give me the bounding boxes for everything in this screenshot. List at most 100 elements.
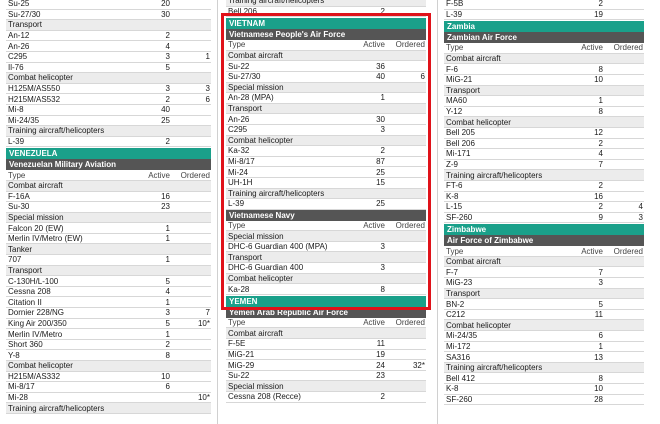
aircraft-type: H215M/AS532 bbox=[8, 94, 61, 104]
aircraft-type: Bell 206 bbox=[446, 138, 475, 148]
aircraft-type: Merlin IV/Metro bbox=[8, 329, 63, 339]
table-row: Su-22 23 bbox=[226, 371, 426, 382]
table-row: SF-260 28 bbox=[444, 395, 644, 406]
table-row: Bell 206 2 bbox=[226, 7, 426, 18]
category-row: Combat aircraft bbox=[226, 50, 426, 62]
active-count: 10 bbox=[594, 75, 603, 85]
aircraft-type: Mi-24 bbox=[228, 167, 249, 177]
table-row: Dornier 228/NG 3 7 bbox=[6, 308, 211, 319]
aircraft-type: Cessna 208 bbox=[8, 287, 51, 297]
header-active: Active bbox=[581, 246, 603, 256]
active-count: 1 bbox=[165, 234, 170, 244]
country-header: Zambia bbox=[444, 21, 644, 33]
active-count: 2 bbox=[598, 202, 603, 212]
header-ordered: Ordered bbox=[395, 318, 425, 328]
table-row: L-15 2 4 bbox=[444, 202, 644, 213]
table-row: Su-27/30 30 bbox=[6, 10, 211, 21]
header-active: Active bbox=[363, 318, 385, 328]
ordered-count: 10* bbox=[197, 318, 210, 328]
table-row: DHC-6 Guardian 400 (MPA) 3 bbox=[226, 242, 426, 253]
category-label: Special mission bbox=[8, 212, 64, 222]
table-row: Bell 205 12 bbox=[444, 128, 644, 139]
active-count: 1 bbox=[380, 93, 385, 103]
category-label: Tanker bbox=[8, 244, 33, 254]
aircraft-type: Bell 205 bbox=[446, 128, 475, 138]
table-row: Citation II 1 bbox=[6, 297, 211, 309]
category-label: Special mission bbox=[228, 381, 284, 391]
aircraft-type: Su-27/30 bbox=[8, 9, 41, 19]
table-row: C295 3 bbox=[226, 125, 426, 136]
category-label: Combat helicopter bbox=[8, 361, 73, 371]
table-row: F-6 8 bbox=[444, 64, 644, 75]
active-count: 3 bbox=[598, 278, 603, 288]
aircraft-type: Mi-24/35 bbox=[446, 331, 478, 341]
table-row: Bell 412 8 bbox=[444, 373, 644, 384]
active-count: 12 bbox=[594, 128, 603, 138]
aircraft-type: MiG-29 bbox=[228, 360, 255, 370]
table-header: Type Active Ordered bbox=[6, 170, 211, 181]
category-label: Combat aircraft bbox=[8, 181, 63, 191]
aircraft-type: An-26 bbox=[228, 114, 250, 124]
table-row: L-39 2 bbox=[6, 137, 211, 148]
table-header: Type Active Ordered bbox=[226, 40, 426, 51]
aircraft-type: F-16A bbox=[8, 191, 30, 201]
country-header: VIETNAM bbox=[226, 18, 426, 30]
aircraft-type: F-5E bbox=[228, 339, 246, 349]
header-ordered: Ordered bbox=[395, 40, 425, 50]
table-row: Ka-28 8 bbox=[226, 284, 426, 295]
header-type: Type bbox=[8, 170, 26, 180]
table-row: Mi-171 4 bbox=[444, 149, 644, 160]
active-count: 5 bbox=[165, 318, 170, 328]
table-row: F-7 7 bbox=[444, 267, 644, 279]
column-2: Training aircraft/helicopters Bell 206 2 VI… bbox=[226, 0, 426, 403]
aircraft-type: Mi-172 bbox=[446, 341, 471, 351]
category-row: Combat helicopter bbox=[6, 361, 211, 372]
ordered-count: 4 bbox=[638, 202, 643, 212]
active-count: 16 bbox=[594, 191, 603, 201]
table-row: K-8 16 bbox=[444, 192, 644, 203]
table-row: K-8 10 bbox=[444, 384, 644, 395]
ordered-count: 10* bbox=[197, 393, 210, 403]
column-1: Su-25 20 Su-27/30 30 Transport An-12 2 An-26 4 C2… bbox=[6, 0, 211, 414]
aircraft-type: King Air 200/350 bbox=[8, 318, 67, 328]
table-row: Mi-8 40 bbox=[6, 105, 211, 116]
category-row: Transport bbox=[444, 85, 644, 97]
header-type: Type bbox=[446, 246, 464, 256]
category-label: Combat helicopter bbox=[8, 73, 73, 83]
table-row: H215M/AS332 10 bbox=[6, 372, 211, 383]
table-row: Mi-24/35 6 bbox=[444, 331, 644, 342]
aircraft-type: Su-30 bbox=[8, 202, 30, 212]
active-count: 3 bbox=[380, 263, 385, 273]
aircraft-type: Il-76 bbox=[8, 62, 24, 72]
active-count: 5 bbox=[165, 276, 170, 286]
aircraft-type: Mi-171 bbox=[446, 149, 471, 159]
aircraft-type: C295 bbox=[228, 125, 248, 135]
table-row: MA60 1 bbox=[444, 96, 644, 107]
category-label: Transport bbox=[8, 20, 42, 30]
table-row: Mi-8/17 6 bbox=[6, 382, 211, 393]
aircraft-type: H215M/AS332 bbox=[8, 371, 61, 381]
active-count: 25 bbox=[376, 199, 385, 209]
table-row: C295 3 1 bbox=[6, 52, 211, 63]
category-row: Combat helicopter bbox=[444, 117, 644, 128]
category-row: Combat helicopter bbox=[6, 73, 211, 84]
category-row: Transport bbox=[226, 103, 426, 115]
active-count: 9 bbox=[598, 212, 603, 222]
category-label: Transport bbox=[228, 104, 262, 114]
active-count: 8 bbox=[165, 350, 170, 360]
category-row: Training aircraft/helicopters bbox=[226, 0, 426, 7]
header-active: Active bbox=[581, 43, 603, 53]
table-header: Type Active Ordered bbox=[226, 318, 426, 329]
active-count: 5 bbox=[598, 299, 603, 309]
category-row: Transport bbox=[444, 288, 644, 300]
header-type: Type bbox=[228, 318, 246, 328]
table-row: C-130H/L-100 5 bbox=[6, 276, 211, 287]
category-row: Training aircraft/helicopters bbox=[444, 170, 644, 181]
force-header: Venezuelan Military Aviation bbox=[6, 159, 211, 171]
active-count: 8 bbox=[598, 373, 603, 383]
table-row: An-26 30 bbox=[226, 114, 426, 125]
category-label: Transport bbox=[446, 85, 480, 95]
aircraft-type: Z-9 bbox=[446, 160, 458, 170]
active-count: 1 bbox=[165, 223, 170, 233]
aircraft-type: MA60 bbox=[446, 96, 467, 106]
